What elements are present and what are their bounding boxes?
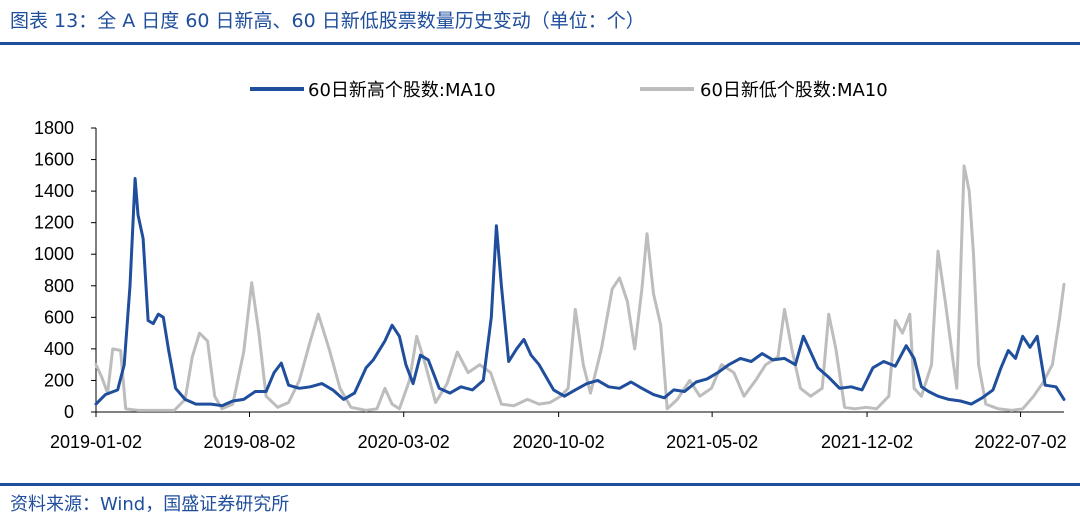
chart-title: 图表 13：全 A 日度 60 日新高、60 日新低股票数量历史变动（单位：个） — [10, 10, 645, 32]
title-rule — [0, 42, 1080, 45]
x-tick-label: 2019-01-02 — [50, 432, 142, 452]
y-tick-label: 600 — [44, 307, 74, 327]
x-tick-label: 2021-12-02 — [821, 432, 913, 452]
x-tick-label: 2020-10-02 — [513, 432, 605, 452]
y-tick-label: 1600 — [34, 150, 74, 170]
y-tick-label: 1000 — [34, 244, 74, 264]
source-rule — [0, 483, 1080, 486]
y-tick-label: 1400 — [34, 181, 74, 201]
y-tick-label: 400 — [44, 339, 74, 359]
y-tick-label: 800 — [44, 276, 74, 296]
x-axis: 2019-01-02 2019-08-02 2020-03-02 2020-10-02… — [50, 411, 1067, 452]
x-tick-label: 2022-07-02 — [975, 432, 1067, 452]
legend-label-new-low: 60日新低个股数:MA10 — [700, 80, 888, 101]
y-tick-label: 1200 — [34, 213, 74, 233]
x-tick-label: 2019-08-02 — [203, 432, 295, 452]
series-line-new-high — [94, 177, 1066, 408]
x-tick-label: 2020-03-02 — [358, 432, 450, 452]
legend: 60日新高个股数:MA10 60日新低个股数:MA10 — [250, 80, 888, 101]
y-axis: 0 200 400 600 800 1000 1200 1400 1600 1800 — [34, 118, 97, 422]
y-tick-label: 1800 — [34, 118, 74, 138]
y-tick-label: 0 — [64, 402, 74, 422]
source-note: 资料来源：Wind，国盛证券研究所 — [10, 494, 290, 515]
x-tick-label: 2021-05-02 — [666, 432, 758, 452]
series-line-new-low — [94, 164, 1066, 412]
legend-label-new-high: 60日新高个股数:MA10 — [308, 80, 496, 101]
series-lines — [94, 164, 1066, 412]
y-tick-label: 200 — [44, 370, 74, 390]
